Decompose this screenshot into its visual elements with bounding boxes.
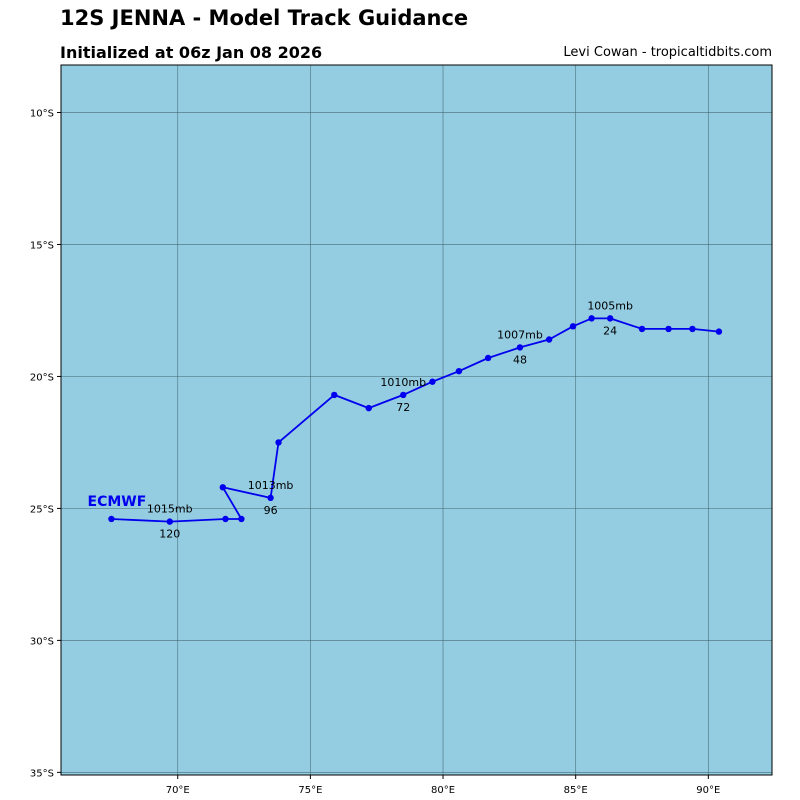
track-point	[219, 484, 227, 491]
forecast-hour-label: 72	[396, 401, 410, 414]
forecast-hour-label: 24	[603, 324, 617, 337]
lat-tick-label: 10°S	[30, 109, 54, 120]
pressure-label: 1013mb	[248, 479, 294, 492]
lat-tick-label: 25°S	[30, 504, 54, 515]
track-line	[111, 317, 719, 523]
track-point	[715, 328, 723, 335]
ocean-background	[61, 65, 772, 775]
lon-tick-label: 90°E	[696, 785, 720, 796]
lat-tick-label: 15°S	[30, 240, 54, 251]
lon-tick-label: 75°E	[298, 785, 322, 796]
track-point	[331, 391, 338, 399]
forecast-hour-label: 120	[159, 528, 180, 541]
forecast-hour-label: 96	[264, 504, 278, 517]
track-point	[429, 378, 436, 385]
lon-tick-label: 85°E	[564, 785, 588, 796]
lat-tick-label: 35°S	[30, 768, 54, 779]
init-time: Initialized at 06z Jan 08 2026	[60, 43, 323, 62]
track-point	[455, 367, 463, 375]
track-point	[569, 323, 577, 330]
map-frame	[60, 64, 773, 776]
track-point	[275, 439, 282, 446]
track-point	[108, 515, 115, 523]
pressure-label: 1005mb	[587, 299, 633, 312]
track-point	[689, 325, 696, 333]
model-track	[108, 315, 723, 525]
chart-title: 12S JENNA - Model Track Guidance	[60, 6, 469, 30]
pressure-label: 1010mb	[380, 376, 426, 389]
graticule	[61, 65, 772, 775]
track-point	[638, 325, 646, 333]
forecast-hour-label: 48	[513, 353, 527, 366]
lon-tick-label: 70°E	[166, 785, 190, 796]
track-point	[166, 518, 173, 525]
pressure-label: 1007mb	[497, 328, 543, 341]
credit-text: Levi Cowan - tropicaltidbits.com	[563, 45, 772, 60]
axis-ticks: 70°E 75°E 80°E 85°E 90°E 10°S 15°S 20°S 25°S 30°S…	[30, 109, 720, 796]
model-name-label: ECMWF	[88, 494, 147, 510]
track-point	[222, 515, 229, 523]
pressure-label: 1015mb	[147, 503, 193, 516]
track-point	[606, 315, 614, 322]
lat-tick-label: 30°S	[30, 636, 54, 647]
track-point	[267, 494, 274, 502]
track-point	[545, 336, 553, 343]
track-point	[238, 515, 245, 523]
track-point	[665, 325, 672, 333]
track-point	[588, 315, 595, 322]
track-point	[484, 354, 492, 362]
track-labels: 1005mb 24 1007mb 48 1010mb 72 1013mb 96 1015mb 12…	[88, 299, 633, 540]
track-point	[400, 391, 407, 399]
lat-tick-label: 20°S	[30, 372, 54, 383]
track-point	[516, 344, 524, 351]
lon-tick-label: 80°E	[431, 785, 455, 796]
track-point	[365, 404, 372, 412]
